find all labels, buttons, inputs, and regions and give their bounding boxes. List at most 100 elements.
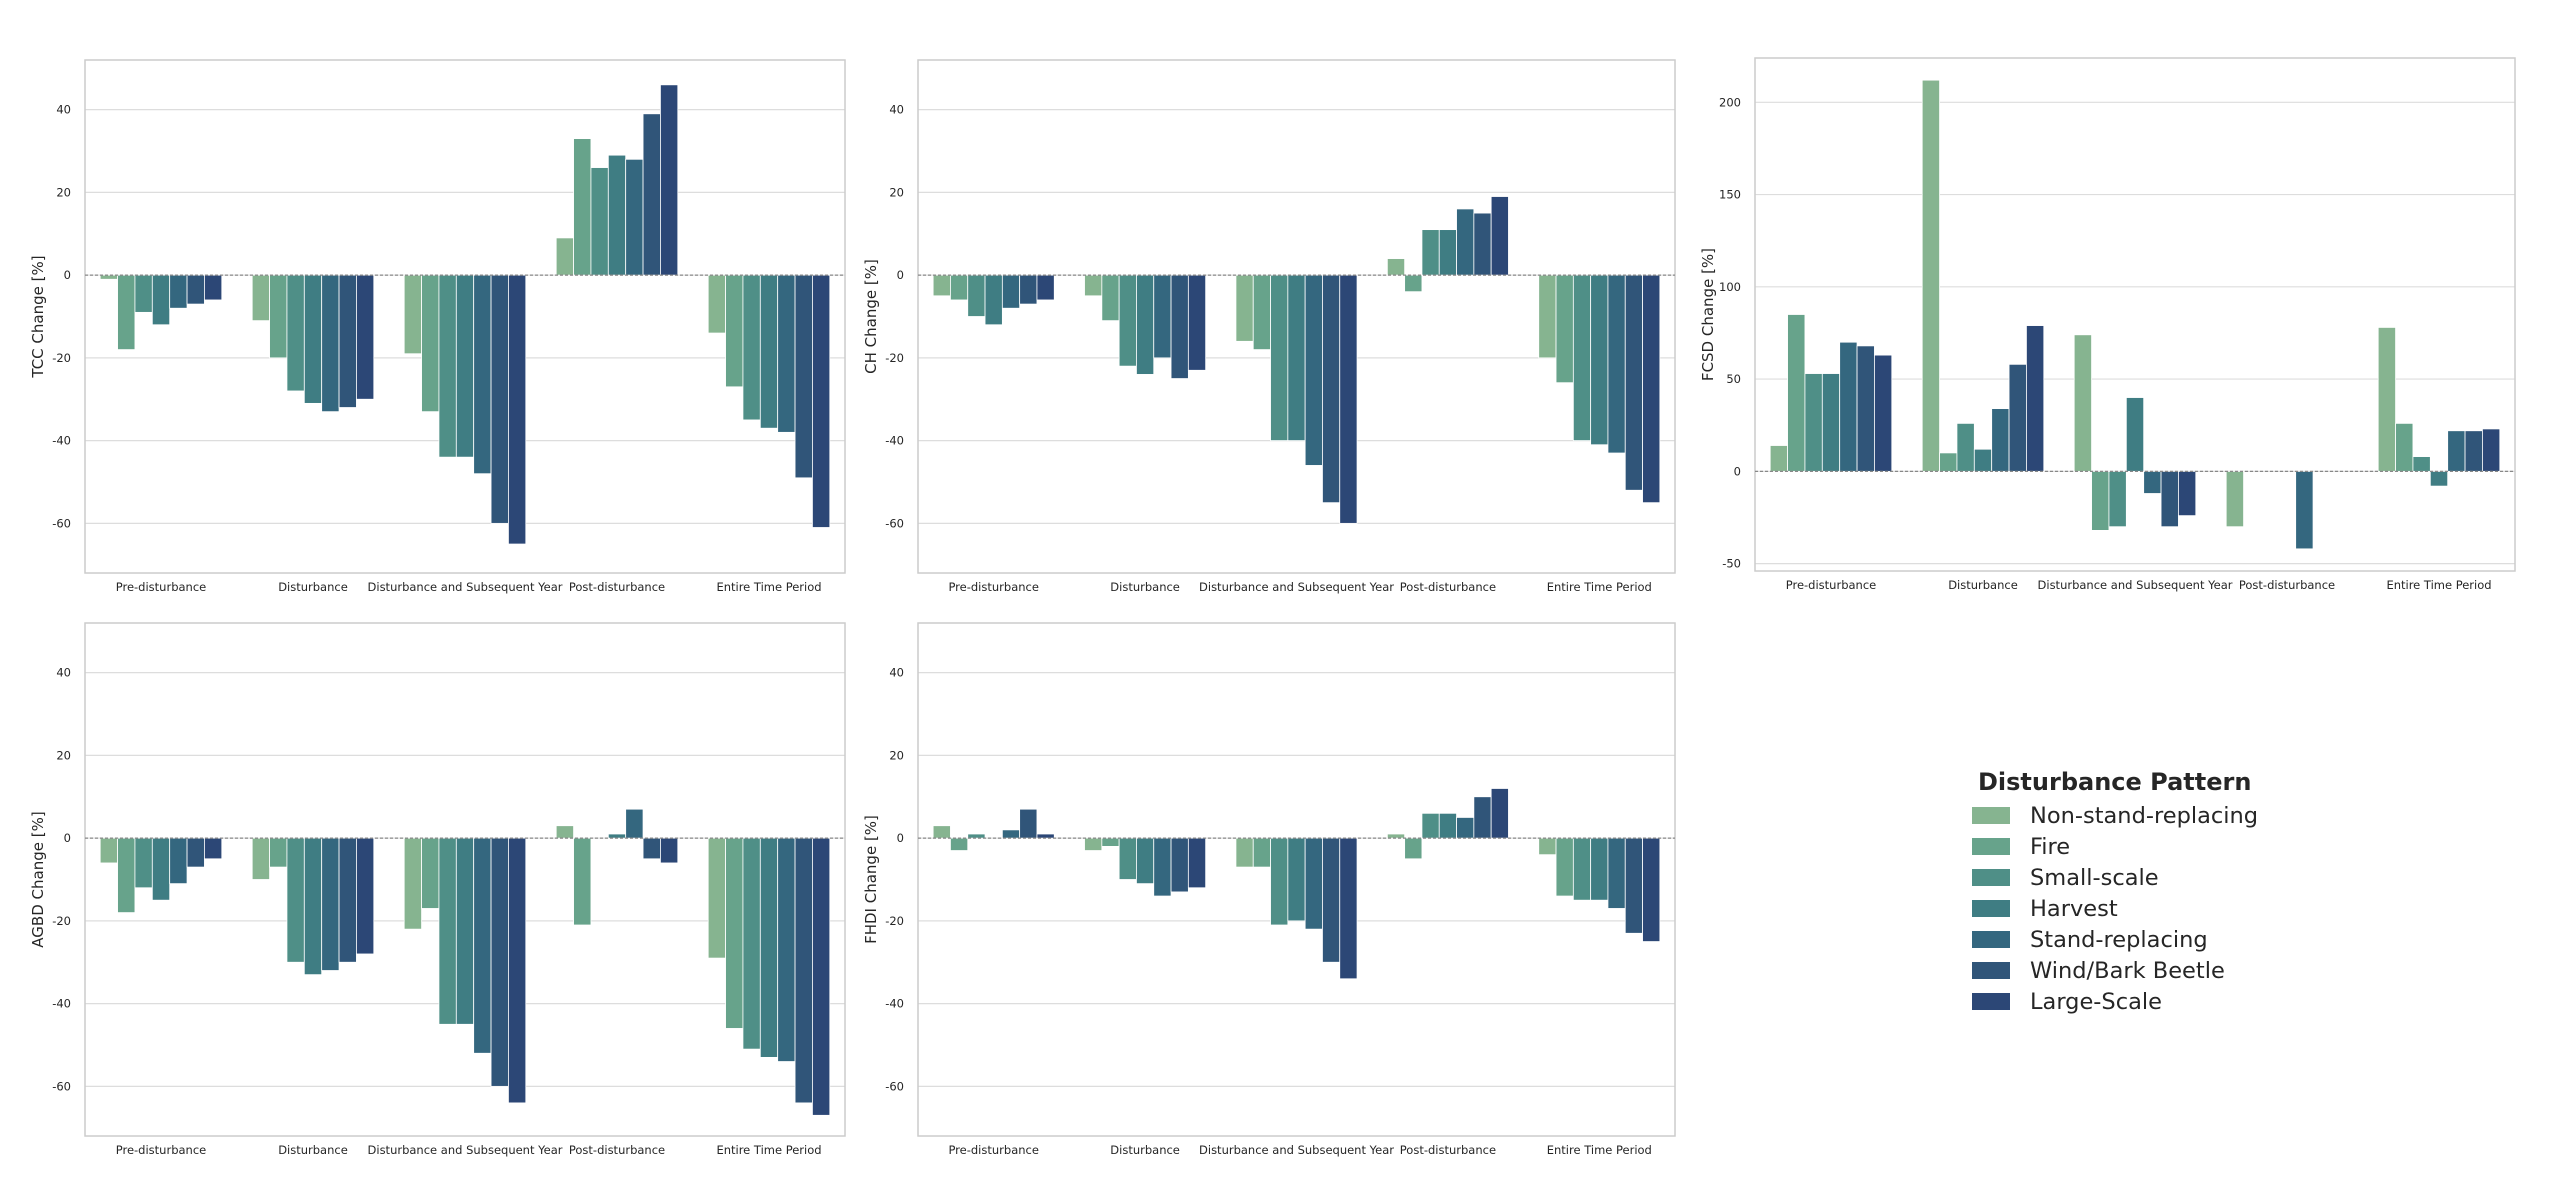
bar — [356, 274, 375, 400]
y-axis-label: FCSD Change [%] — [1699, 248, 1717, 381]
bar — [660, 837, 679, 864]
bar — [1036, 833, 1055, 839]
bar — [555, 825, 574, 839]
bar — [1590, 837, 1609, 901]
bar — [1991, 408, 2010, 472]
bar — [2395, 422, 2414, 472]
bar — [455, 274, 475, 458]
bar — [117, 274, 136, 350]
bar — [812, 274, 831, 528]
bar — [2160, 470, 2179, 528]
bar — [1084, 274, 1103, 297]
legend-swatch — [1972, 869, 2010, 886]
bar — [950, 274, 969, 301]
bar — [286, 274, 305, 392]
bar — [1339, 274, 1358, 524]
x-tick-label: Pre-disturbance — [116, 1143, 206, 1157]
x-tick-label: Disturbance — [1110, 580, 1180, 594]
chart-panel-1: -60 -40 -20 0 20 40 Pre-disturbance Disturbance… — [29, 59, 846, 594]
bar — [1404, 837, 1423, 860]
bar — [1421, 812, 1440, 839]
plot-frame — [917, 59, 1676, 574]
bar — [1304, 837, 1323, 930]
bar — [1555, 837, 1574, 897]
x-tick-label: Post-disturbance — [2239, 578, 2335, 592]
bar — [573, 837, 592, 926]
legend-items: Non-stand-replacing Fire Small-scale Harves… — [1970, 800, 2258, 1017]
legend-label: Stand-replacing — [2030, 926, 2208, 953]
bar — [251, 837, 270, 880]
bar — [2447, 430, 2466, 472]
bar — [1856, 345, 1875, 472]
bar — [1036, 274, 1055, 301]
bar — [1956, 422, 1975, 472]
bar — [2108, 470, 2127, 528]
bar — [1624, 837, 1643, 934]
bar — [1456, 208, 1475, 276]
bar — [403, 274, 422, 355]
bar — [812, 837, 831, 1116]
y-tick-label: 40 — [889, 103, 904, 117]
y-tick-label: -40 — [52, 434, 71, 448]
y-tick-label: 40 — [56, 666, 71, 680]
bar — [1607, 274, 1626, 454]
bar — [151, 274, 171, 326]
legend-item: Fire — [1970, 831, 2258, 862]
bar — [1118, 274, 1137, 367]
bar — [1187, 837, 1207, 889]
bar — [1921, 79, 1940, 472]
y-tick-label: 50 — [1726, 372, 1741, 386]
y-tick-label: -60 — [885, 1079, 904, 1093]
legend-title: Disturbance Pattern — [1978, 768, 2252, 796]
bar — [2026, 325, 2045, 472]
bar — [742, 837, 761, 1050]
legend-swatch — [1972, 962, 2010, 979]
bar — [1322, 274, 1341, 504]
bar — [134, 837, 153, 889]
y-axis-label: FHDI Change [%] — [862, 815, 880, 944]
bar — [642, 837, 661, 860]
bar — [2073, 334, 2092, 472]
bar — [2464, 430, 2483, 472]
bar — [1804, 373, 1823, 472]
x-tick-label: Post-disturbance — [569, 1143, 665, 1157]
y-tick-label: -40 — [52, 997, 71, 1011]
bar — [321, 274, 340, 413]
bar — [2225, 470, 2244, 528]
y-tick-label: -40 — [885, 434, 904, 448]
bar — [1170, 274, 1189, 379]
bar — [2429, 470, 2449, 487]
y-tick-label: 0 — [1734, 464, 1741, 478]
bar — [99, 837, 118, 864]
bar — [1572, 837, 1592, 901]
y-tick-label: -60 — [52, 516, 71, 530]
bar — [794, 837, 813, 1104]
y-tick-label: 200 — [1719, 95, 1741, 109]
bar — [169, 837, 188, 885]
legend-item: Small-scale — [1970, 862, 2258, 893]
bar — [932, 274, 951, 297]
bar — [794, 274, 813, 479]
bar — [421, 837, 440, 909]
bar — [490, 837, 509, 1087]
y-tick-label: -20 — [885, 351, 904, 365]
x-tick-label: Post-disturbance — [1400, 580, 1496, 594]
bar — [1490, 788, 1509, 839]
bar — [1939, 452, 1958, 472]
legend-swatch — [1972, 900, 2010, 917]
legend-label: Small-scale — [2030, 864, 2159, 891]
bar — [1456, 817, 1475, 839]
y-tick-label: 20 — [56, 748, 71, 762]
legend-label: Fire — [2030, 833, 2071, 860]
bar — [473, 274, 492, 475]
legend-item: Harvest — [1970, 893, 2258, 924]
bar — [2178, 470, 2197, 517]
bar — [660, 84, 679, 276]
bar — [555, 237, 574, 276]
x-tick-label: Pre-disturbance — [948, 580, 1038, 594]
bar — [1386, 258, 1406, 276]
legend-item: Stand-replacing — [1970, 924, 2258, 955]
legend-swatch — [1972, 807, 2010, 824]
bar — [1973, 448, 1993, 472]
